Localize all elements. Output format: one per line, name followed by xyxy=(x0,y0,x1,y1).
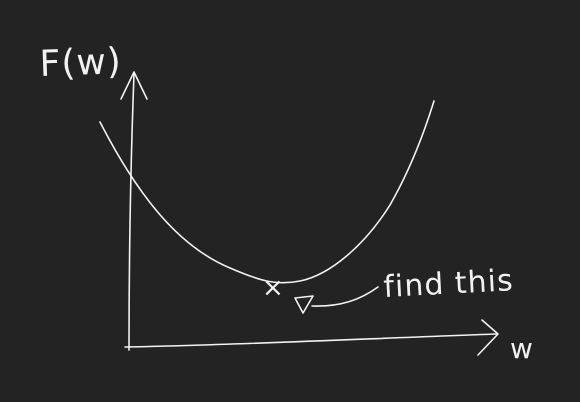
annotation-arrowhead xyxy=(294,295,314,314)
y-axis-label: F(w) xyxy=(39,41,123,85)
x-axis-line xyxy=(124,333,498,348)
x-axis-label: w xyxy=(510,332,533,365)
function-curve xyxy=(99,100,435,284)
minimum-marker: × xyxy=(262,273,284,303)
annotation-arrow-line xyxy=(311,286,379,307)
annotation-text: find this xyxy=(383,263,515,305)
x-axis-arrowhead xyxy=(477,319,499,356)
y-axis-arrowhead xyxy=(120,71,148,100)
y-axis-line xyxy=(128,73,135,351)
